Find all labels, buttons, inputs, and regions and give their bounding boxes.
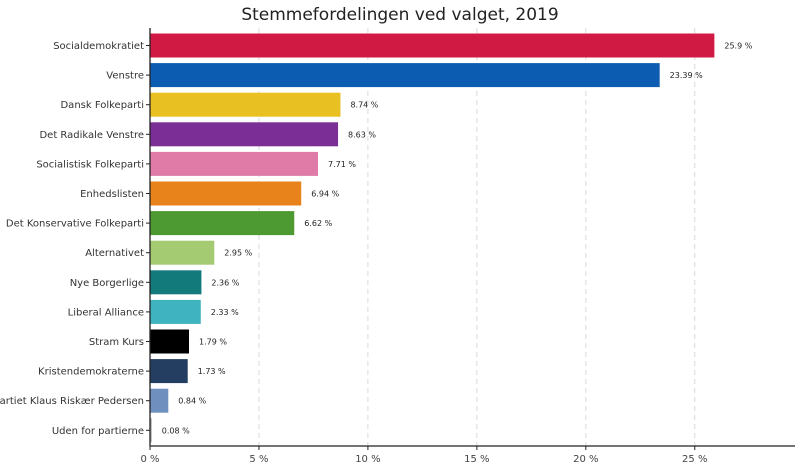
category-label: Kristendemokraterne	[38, 367, 144, 378]
bar	[150, 359, 188, 384]
x-tick-label: 0 %	[140, 454, 159, 465]
bar	[150, 299, 201, 324]
category-labels: Socialdemokratiet Venstre Dansk Folkeparti…	[0, 41, 150, 437]
bar	[150, 329, 190, 354]
value-label: 25.9 %	[724, 42, 752, 51]
value-label: 6.62 %	[304, 219, 332, 228]
bar	[150, 151, 319, 176]
category-label: Det Konservative Folkeparti	[6, 219, 144, 230]
value-label: 8.74 %	[350, 101, 378, 110]
x-tick-label: 10 %	[355, 454, 380, 465]
category-label: Stram Kurs	[89, 337, 144, 348]
chart-title: Stemmefordelingen ved valget, 2019	[241, 5, 558, 25]
category-label: Dansk Folkeparti	[60, 100, 144, 111]
x-tick-label: 20 %	[573, 454, 598, 465]
category-label: Socialistisk Folkeparti	[36, 159, 144, 170]
category-label: Venstre	[106, 71, 144, 82]
category-label: Nye Borgerlige	[70, 278, 144, 289]
bars	[150, 33, 715, 443]
bar	[150, 63, 660, 88]
bar	[150, 181, 302, 206]
category-label: Liberal Alliance	[68, 307, 144, 318]
category-label: Uden for partierne	[52, 426, 144, 437]
x-tick-label: 25 %	[682, 454, 707, 465]
category-label: Det Radikale Venstre	[39, 130, 144, 141]
x-tick-label: 15 %	[464, 454, 489, 465]
value-label: 0.08 %	[162, 426, 190, 435]
value-label: 0.84 %	[178, 397, 206, 406]
category-label: Partiet Klaus Riskær Pedersen	[0, 396, 144, 407]
bar	[150, 418, 152, 443]
value-label: 2.33 %	[211, 308, 239, 317]
category-label: Enhedslisten	[80, 189, 144, 200]
bar	[150, 92, 341, 117]
x-tick-labels: 0 % 5 % 10 % 15 % 20 % 25 %	[140, 446, 707, 465]
value-label: 1.73 %	[198, 367, 226, 376]
value-label: 2.95 %	[224, 249, 252, 258]
category-label: Alternativet	[85, 248, 144, 259]
bar	[150, 211, 295, 236]
value-label: 2.36 %	[211, 278, 239, 287]
value-label: 8.63 %	[348, 130, 376, 139]
value-label: 6.94 %	[311, 190, 339, 199]
bar	[150, 122, 339, 147]
value-label: 23.39 %	[670, 71, 703, 80]
value-label: 1.79 %	[199, 338, 227, 347]
bar	[150, 388, 169, 413]
x-tick-label: 5 %	[249, 454, 268, 465]
value-label: 7.71 %	[328, 160, 356, 169]
category-label: Socialdemokratiet	[53, 41, 144, 52]
bar	[150, 33, 715, 58]
value-labels: 25.9 % 23.39 % 8.74 % 8.63 % 7.71 % 6.94 % 6.6…	[162, 42, 753, 436]
bar	[150, 240, 215, 265]
gridlines	[258, 28, 696, 446]
bar	[150, 270, 202, 295]
